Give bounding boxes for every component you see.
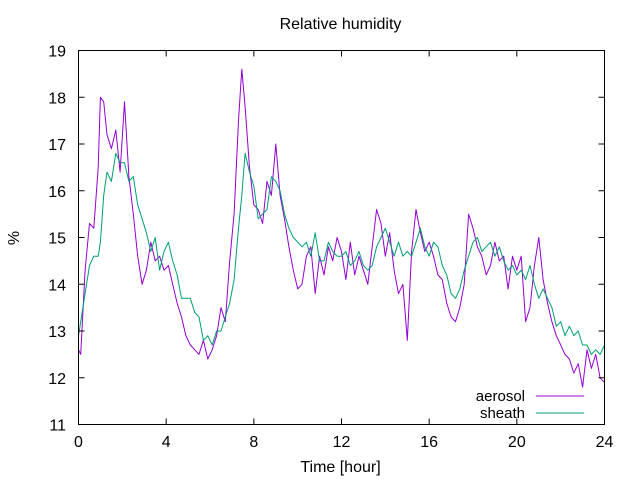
legend-label-sheath: sheath [480,405,525,422]
plot-area: 0 4 8 12 16 20 24 11 12 13 14 15 16 17 18 19 [48,44,613,452]
y-tick-label: 11 [49,418,66,435]
y-tick-label: 12 [48,371,66,388]
x-tick-label: 16 [420,434,438,451]
series-layer [78,68,605,388]
series-line-sheath [78,152,605,355]
y-tick-label: 17 [48,137,66,154]
y-axis-ticks: 11 12 13 14 15 16 17 18 19 [48,44,605,435]
y-tick-label: 16 [48,184,66,201]
legend-label-aerosol: aerosol [476,388,525,405]
x-tick-label: 24 [596,434,614,451]
y-tick-label: 19 [48,44,66,61]
x-axis-ticks: 0 4 8 12 16 20 24 [74,50,614,451]
y-axis-label: % [6,231,23,245]
chart-title: Relative humidity [280,16,402,33]
x-axis-label: Time [hour] [300,459,380,476]
y-tick-label: 15 [48,231,66,248]
x-tick-label: 12 [333,434,351,451]
x-tick-label: 0 [74,434,83,451]
series-line-aerosol [78,68,605,388]
x-tick-label: 20 [508,434,526,451]
y-tick-label: 18 [48,90,66,107]
x-tick-label: 8 [249,434,258,451]
x-tick-label: 4 [162,434,171,451]
y-tick-label: 13 [48,324,66,341]
y-tick-label: 14 [48,277,66,294]
